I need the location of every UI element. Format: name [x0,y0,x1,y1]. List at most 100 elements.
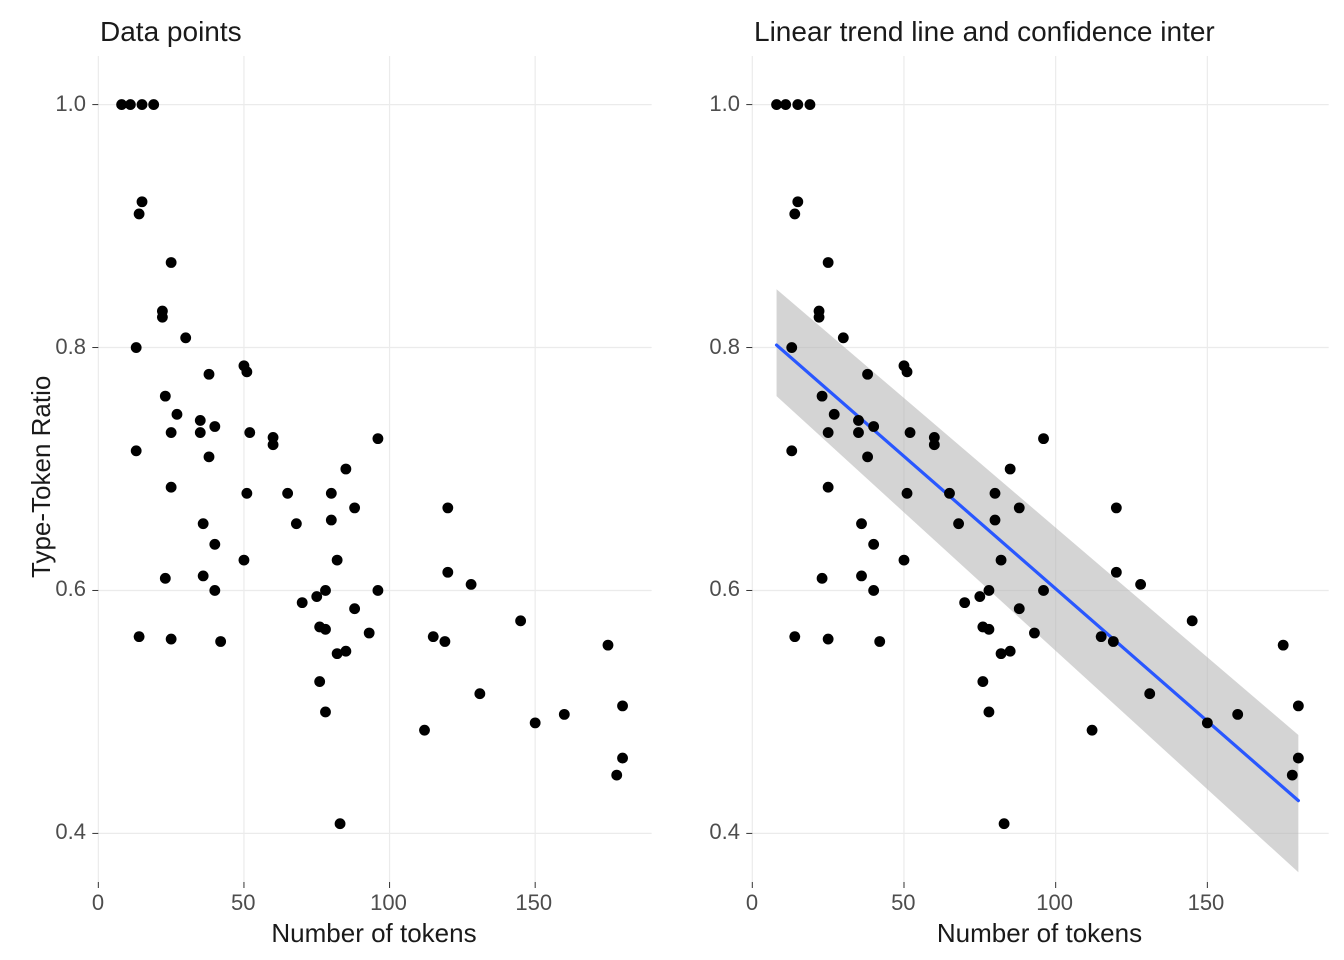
data-point [780,99,791,110]
data-point [268,439,279,450]
ytick-label: 1.0 [55,91,86,117]
data-point [817,391,828,402]
data-point [134,208,145,219]
data-point [282,488,293,499]
data-point [817,573,828,584]
data-point [241,366,252,377]
data-point [838,332,849,343]
data-point [786,342,797,353]
data-point [125,99,136,110]
data-point [209,421,220,432]
data-point [131,342,142,353]
data-point [902,366,913,377]
data-point [823,482,834,493]
data-point [180,332,191,343]
data-point [195,415,206,426]
data-point [996,555,1007,566]
data-point [209,585,220,596]
data-point [1096,631,1107,642]
data-point [131,445,142,456]
xtick-label: 150 [515,890,552,916]
data-point [789,631,800,642]
data-point [198,518,209,529]
data-point [204,451,215,462]
data-point [1087,725,1098,736]
data-point [340,464,351,475]
data-point [868,421,879,432]
data-point [160,573,171,584]
ytick-label: 0.8 [55,334,86,360]
data-point [984,585,995,596]
data-point [166,634,177,645]
data-point [241,488,252,499]
data-point [1005,464,1016,475]
data-point [984,707,995,718]
data-point [823,257,834,268]
data-point [137,99,148,110]
data-point [320,585,331,596]
data-point [326,488,337,499]
data-point [1108,636,1119,647]
data-point [559,709,570,720]
data-point [291,518,302,529]
data-point [1029,628,1040,639]
data-point [953,518,964,529]
ytick-label: 0.4 [55,819,86,845]
data-point [902,488,913,499]
data-point [1278,640,1289,651]
data-point [172,409,183,420]
xtick-label: 150 [1188,890,1225,916]
panel_right-svg [752,56,1329,882]
data-point [340,646,351,657]
xtick-label: 0 [92,890,104,916]
data-point [439,636,450,647]
data-point [372,433,383,444]
data-point [326,515,337,526]
data-point [1038,433,1049,444]
data-point [372,585,383,596]
data-point [823,427,834,438]
data-point [297,597,308,608]
panel_left-svg [98,56,652,882]
data-point [805,99,816,110]
data-point [823,634,834,645]
data-point [792,99,803,110]
data-point [853,415,864,426]
data-point [474,688,485,699]
data-point [792,196,803,207]
data-point [166,482,177,493]
data-point [868,539,879,550]
panel_left-title: Data points [100,16,242,48]
data-point [530,717,541,728]
data-point [996,648,1007,659]
data-point [786,445,797,456]
xtick-label: 0 [746,890,758,916]
data-point [829,409,840,420]
data-point [868,585,879,596]
data-point [617,753,628,764]
data-point [244,427,255,438]
data-point [349,603,360,614]
data-point [1293,700,1304,711]
data-point [166,257,177,268]
data-point [332,555,343,566]
data-point [466,579,477,590]
x-axis-label: Number of tokens [271,918,476,949]
data-point [856,570,867,581]
y-axis-label: Type-Token Ratio [26,376,57,578]
data-point [862,369,873,380]
data-point [137,196,148,207]
ytick-label: 0.6 [709,576,740,602]
data-point [320,707,331,718]
data-point [1144,688,1155,699]
data-point [1038,585,1049,596]
data-point [990,515,1001,526]
data-point [215,636,226,647]
data-point [1111,567,1122,578]
data-point [320,624,331,635]
data-point [311,591,322,602]
data-point [148,99,159,110]
data-point [944,488,955,499]
data-point [814,312,825,323]
data-point [974,591,985,602]
